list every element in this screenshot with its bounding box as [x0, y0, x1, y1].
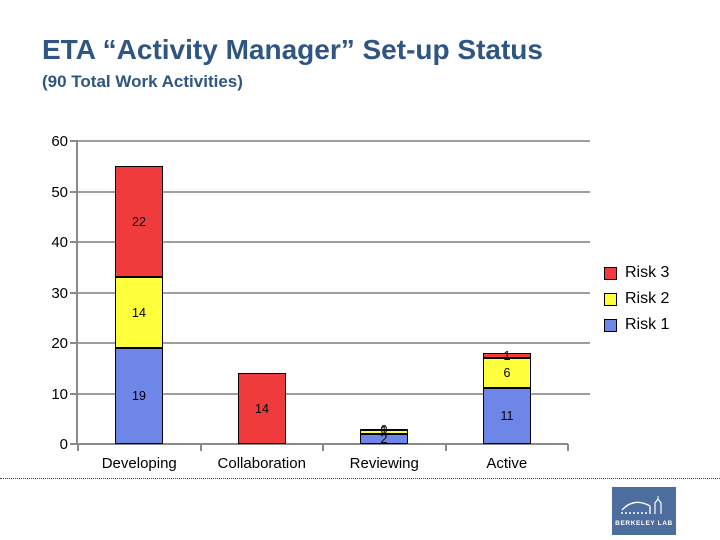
bar-segment-value-label: 1 [503, 348, 511, 363]
legend-swatch-icon [604, 266, 617, 280]
y-axis-tick-label: 40 [51, 234, 68, 251]
y-gridline [78, 241, 590, 243]
y-axis-tick-label: 50 [51, 184, 68, 201]
legend-label: Risk 2 [625, 290, 670, 307]
chart-legend: Risk 3 Risk 2 Risk 1 [604, 264, 669, 342]
legend-item: Risk 1 [604, 316, 669, 334]
slide-title: ETA “Activity Manager” Set-up Status [42, 34, 543, 65]
y-gridline [78, 393, 590, 395]
y-axis-tick-label: 0 [59, 436, 68, 453]
y-axis-tick-label: 20 [51, 335, 68, 352]
bar-segment-value-label: 2 [380, 431, 388, 446]
y-axis-tick [70, 140, 77, 142]
bar-segment-value-label: 11 [500, 409, 514, 424]
y-gridline [78, 342, 590, 344]
y-axis-tick [70, 443, 77, 445]
bar-segment-value-label: 0 [380, 422, 388, 437]
y-axis-tick [70, 241, 77, 243]
legend-label: Risk 3 [625, 264, 670, 281]
bar-segment-risk-1: 19 [115, 348, 163, 444]
y-axis-tick [70, 191, 77, 193]
bar-segment-value-label: 19 [132, 389, 146, 404]
x-axis-category-label: Developing [101, 455, 177, 472]
y-axis-tick [70, 342, 77, 344]
legend-swatch-icon [604, 318, 617, 332]
bar-segment-risk-1: 2 [360, 433, 408, 445]
footer-dotted-divider [0, 478, 720, 479]
legend-item: Risk 3 [604, 264, 669, 282]
y-axis-tick-label: 60 [51, 133, 68, 150]
x-axis-tick [322, 444, 324, 451]
bar-segment-risk-2: 6 [483, 358, 531, 389]
bar-segment-value-label: 1 [380, 424, 388, 439]
y-gridline [78, 292, 590, 294]
bar-segment-risk-3: 22 [115, 166, 163, 278]
bar-segment-risk-3: 0 [360, 424, 408, 436]
bar-segment-value-label: 6 [503, 366, 511, 381]
berkeley-lab-dome-icon [621, 496, 662, 514]
bar-segment-risk-1: 11 [483, 388, 531, 444]
bar-segment-risk-3: 1 [483, 349, 531, 362]
x-axis-category-label: Reviewing [349, 455, 419, 472]
y-axis-tick-label: 30 [51, 285, 68, 302]
y-gridline [78, 191, 590, 193]
x-axis-tick [445, 444, 447, 451]
berkeley-lab-logo: BERKELEY LAB [612, 487, 676, 535]
legend-swatch-icon [604, 292, 617, 306]
bar-segment-risk-3: 14 [238, 373, 286, 444]
y-axis-tick [70, 393, 77, 395]
bar-segment-value-label: 14 [255, 401, 269, 416]
y-axis-tick [70, 292, 77, 294]
x-axis-tick [200, 444, 202, 451]
bar-segment-value-label: 22 [132, 214, 146, 229]
bar-segment-risk-2: 14 [115, 277, 163, 349]
y-axis-line [76, 140, 78, 445]
bar-segment-value-label: 14 [132, 305, 146, 320]
x-axis-tick [567, 444, 569, 451]
y-axis-tick-label: 10 [51, 386, 68, 403]
x-axis-category-label: Active [486, 455, 528, 472]
legend-item: Risk 2 [604, 290, 669, 308]
y-gridline [78, 140, 590, 142]
legend-label: Risk 1 [625, 316, 670, 333]
x-axis-category-label: Collaboration [217, 455, 306, 472]
slide-subtitle: (90 Total Work Activities) [42, 72, 243, 91]
berkeley-lab-logo-text: BERKELEY LAB [615, 520, 673, 527]
x-axis-tick [77, 444, 79, 451]
